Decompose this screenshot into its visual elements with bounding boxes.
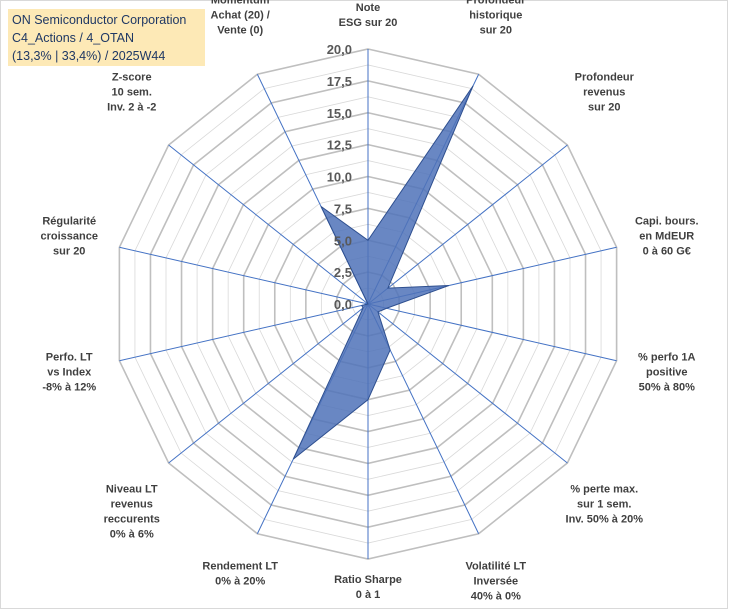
axis-label-line: ESG sur 20 [339, 17, 398, 29]
axis-label-line: 0% à 20% [215, 575, 265, 587]
axis-label-line: Inv. 2 à -2 [107, 102, 156, 114]
axis-label-line: 50% à 80% [639, 382, 695, 394]
axis-label-line: 0 à 1 [356, 589, 380, 601]
tick-label: 7,5 [334, 201, 352, 216]
axis-label-line: Profondeur [466, 0, 526, 7]
axis-label-line: sur 1 sem. [577, 498, 631, 510]
spoke-line [119, 303, 369, 362]
axis-label-line: Z-score [112, 72, 152, 84]
axis-label-line: Perfo. LT [46, 352, 93, 364]
tick-label: 12,5 [327, 138, 352, 153]
axis-label-line: Capi. bours. [635, 215, 699, 227]
company-name: ON Semiconductor Corporation [12, 13, 187, 27]
axis-label: Profondeur historique sur 20 [466, 0, 526, 37]
axis-label-line: Rendement LT [202, 560, 278, 572]
axis-label-line: vs Index [47, 367, 92, 379]
axis-label-line: 0 à 60 G€ [643, 245, 691, 257]
axis-label-line: historique [469, 10, 522, 22]
axis-label-line: -8% à 12% [42, 382, 96, 394]
axis-label-line: croissance [40, 230, 97, 242]
axis-label: % perte max. sur 1 sem. Inv. 50% à 20% [566, 483, 644, 525]
axis-label: Régularité croissance sur 20 [40, 215, 97, 257]
spoke-line [168, 303, 369, 464]
axis-label-line: revenus [111, 498, 153, 510]
axis-label-line: % perte max. [570, 483, 638, 495]
axis-label: Volatilité LT Inversée 40% à 0% [465, 560, 526, 602]
axis-label-line: en MdEUR [639, 230, 694, 242]
tick-label: 20,0 [327, 42, 352, 57]
axis-label: Note ESG sur 20 [339, 2, 398, 29]
axis-label-line: positive [646, 367, 688, 379]
tick-label: 0,0 [334, 297, 352, 312]
spoke-line [168, 144, 369, 305]
axis-label-line: % perfo 1A [638, 352, 696, 364]
axis-label-line: Profondeur [575, 72, 635, 84]
tick-label: 15,0 [327, 106, 352, 121]
portfolio-label: C4_Actions / 4_OTAN [12, 31, 135, 45]
tick-label: 10,0 [327, 170, 352, 185]
axis-label-line: sur 20 [588, 102, 620, 114]
info-box: ON Semiconductor Corporation C4_Actions … [8, 9, 205, 66]
spoke-line [119, 246, 369, 305]
axis-label: Profondeur revenus sur 20 [575, 72, 635, 114]
axis-label-line: Régularité [42, 215, 96, 227]
axis-label-line: Inversée [473, 575, 518, 587]
spoke-line [367, 303, 568, 464]
axis-label-line: 40% à 0% [471, 590, 521, 602]
axis-label: % perfo 1A positive 50% à 80% [638, 352, 696, 394]
axis-label-line: 0% à 6% [110, 528, 154, 540]
axis-label: Momentum Achat (20) / Vente (0) [211, 0, 270, 37]
axis-label: Ratio Sharpe 0 à 1 [334, 574, 402, 601]
spoke-line [367, 144, 568, 305]
axis-label-line: Note [356, 2, 380, 14]
axis-label-line: Niveau LT [106, 483, 158, 495]
tick-label: 2,5 [334, 265, 352, 280]
spoke-line [367, 303, 617, 362]
axis-label-line: Achat (20) / [211, 10, 270, 22]
axis-label-line: Volatilité LT [465, 560, 526, 572]
axis-label: Z-score 10 sem. Inv. 2 à -2 [107, 72, 156, 114]
axis-label-line: revenus [583, 87, 625, 99]
axis-label: Niveau LT revenus reccurents 0% à 6% [104, 483, 160, 540]
axis-label-line: 10 sem. [112, 87, 152, 99]
axis-label-line: sur 20 [480, 25, 512, 37]
axis-label-line: Inv. 50% à 20% [566, 513, 644, 525]
axis-label-line: reccurents [104, 513, 160, 525]
data-area [292, 85, 474, 460]
axis-label: Rendement LT 0% à 20% [202, 560, 278, 587]
period-label: (13,3% | 33,4%) / 2025W44 [12, 49, 166, 63]
axis-label: Perfo. LT vs Index -8% à 12% [42, 352, 96, 394]
axis-label: Capi. bours. en MdEUR 0 à 60 G€ [635, 215, 699, 257]
axis-label-line: Ratio Sharpe [334, 574, 402, 586]
axis-label-line: Vente (0) [217, 25, 263, 37]
axis-label-line: Momentum [211, 0, 270, 7]
axis-label-line: sur 20 [53, 245, 85, 257]
tick-label: 17,5 [327, 74, 352, 89]
tick-label: 5,0 [334, 233, 352, 248]
